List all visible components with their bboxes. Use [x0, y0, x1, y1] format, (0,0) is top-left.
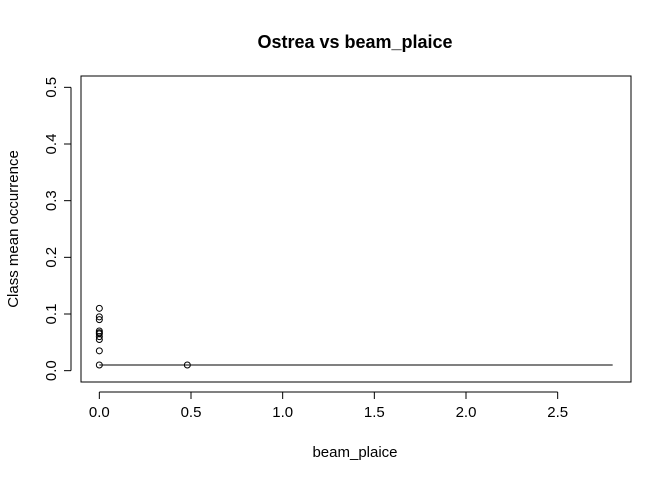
data-point	[95, 333, 103, 341]
x-tick-label: 1.0	[272, 404, 293, 421]
x-tick-label: 2.0	[456, 404, 477, 421]
x-tick-label: 1.5	[364, 404, 385, 421]
plot-frame	[80, 75, 632, 383]
chart-title: Ostrea vs beam_plaice	[257, 32, 452, 52]
y-tick-label: 0.3	[43, 190, 60, 211]
x-tick-label: 0.0	[89, 404, 110, 421]
y-axis: 0.0 0.1 0.2 0.3 0.4 0.5	[43, 77, 72, 381]
y-tick-label: 0.2	[43, 247, 60, 268]
data-point	[95, 313, 103, 321]
y-axis-label: Class mean occurrence	[5, 150, 22, 308]
y-tick-label: 0.5	[43, 77, 60, 98]
y-tick-label: 0.1	[43, 304, 60, 325]
data-point	[95, 304, 103, 312]
y-tick-label: 0.4	[43, 134, 60, 155]
data-layer	[95, 304, 613, 369]
y-tick-label: 0.0	[43, 360, 60, 381]
data-point	[95, 347, 103, 355]
data-point	[95, 336, 103, 343]
data-point	[95, 316, 103, 324]
x-axis-label: beam_plaice	[312, 444, 397, 461]
x-tick-label: 2.5	[547, 404, 568, 421]
x-tick-label: 0.5	[181, 404, 202, 421]
x-axis: 0.0 0.5 1.0 1.5 2.0 2.5	[89, 391, 568, 421]
